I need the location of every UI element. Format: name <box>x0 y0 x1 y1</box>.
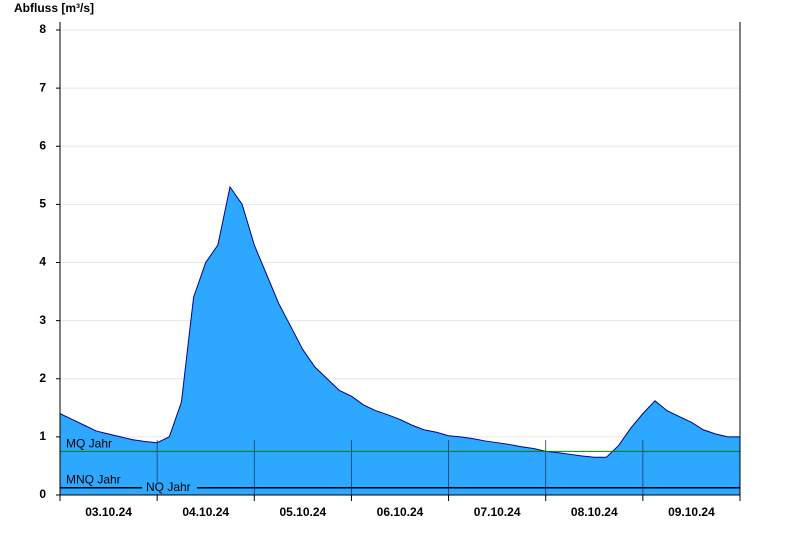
x-tick-label: 04.10.24 <box>182 505 229 519</box>
x-tick-label: 07.10.24 <box>474 505 521 519</box>
y-tick-label: 2 <box>39 371 46 385</box>
reference-label: MNQ Jahr <box>66 473 121 487</box>
area-line <box>59 185 740 458</box>
y-tick-label: 3 <box>39 313 46 327</box>
y-tick-label: 8 <box>39 22 46 36</box>
x-tick-label: 06.10.24 <box>377 505 424 519</box>
y-tick-label: 6 <box>39 138 46 152</box>
area-fill <box>60 186 740 495</box>
reference-label: NQ Jahr <box>146 480 191 494</box>
y-tick-label: 5 <box>39 197 46 211</box>
x-tick-label: 03.10.24 <box>85 505 132 519</box>
x-tick-label: 08.10.24 <box>571 505 618 519</box>
y-tick-label: 0 <box>39 487 46 501</box>
x-tick-label: 09.10.24 <box>668 505 715 519</box>
y-tick-label: 4 <box>39 255 46 269</box>
y-tick-label: 1 <box>39 429 46 443</box>
x-tick-label: 05.10.24 <box>279 505 326 519</box>
reference-label: MQ Jahr <box>66 437 112 451</box>
y-tick-label: 7 <box>39 80 46 94</box>
label-bg <box>142 482 197 495</box>
chart-title: Abfluss [m³/s] <box>14 1 94 15</box>
